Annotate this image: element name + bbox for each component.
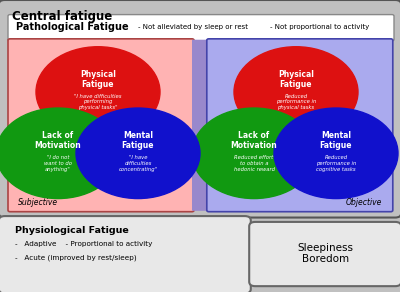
Text: Reduced
performance in
cognitive tasks: Reduced performance in cognitive tasks	[316, 155, 356, 172]
Text: Physical
Fatigue: Physical Fatigue	[80, 69, 116, 89]
Text: Subjective: Subjective	[18, 198, 58, 207]
Text: Lack of
Motivation: Lack of Motivation	[231, 131, 277, 150]
Text: Mental
Fatigue: Mental Fatigue	[122, 131, 154, 150]
Text: -   Adaptive    - Proportional to activity: - Adaptive - Proportional to activity	[15, 241, 152, 247]
Circle shape	[36, 47, 160, 137]
Circle shape	[274, 108, 398, 199]
Circle shape	[234, 47, 358, 137]
Text: Objective: Objective	[346, 198, 382, 207]
FancyBboxPatch shape	[8, 15, 394, 41]
Text: - Not alleviated by sleep or rest: - Not alleviated by sleep or rest	[138, 24, 248, 30]
FancyBboxPatch shape	[249, 222, 400, 286]
Text: -   Acute (improved by rest/sleep): - Acute (improved by rest/sleep)	[15, 255, 137, 261]
FancyBboxPatch shape	[8, 39, 194, 212]
Text: Reduced
performance in
physical tasks: Reduced performance in physical tasks	[276, 94, 316, 110]
Circle shape	[0, 108, 120, 199]
Text: Mental
Fatigue: Mental Fatigue	[320, 131, 352, 150]
Text: - Not proportional to activity: - Not proportional to activity	[270, 24, 369, 30]
Text: "I have
difficulties
concentrating": "I have difficulties concentrating"	[118, 155, 158, 172]
Text: Physiological Fatigue: Physiological Fatigue	[15, 226, 129, 235]
Text: Pathological Fatigue: Pathological Fatigue	[16, 22, 129, 32]
Text: Sleepiness
Boredom: Sleepiness Boredom	[297, 243, 353, 264]
Text: "I do not
want to do
anything": "I do not want to do anything"	[44, 155, 72, 172]
FancyBboxPatch shape	[0, 216, 251, 292]
Circle shape	[76, 108, 200, 199]
FancyBboxPatch shape	[192, 40, 209, 211]
Text: Physical
Fatigue: Physical Fatigue	[278, 69, 314, 89]
Text: Lack of
Motivation: Lack of Motivation	[35, 131, 81, 150]
Text: Central fatigue: Central fatigue	[12, 10, 112, 23]
FancyBboxPatch shape	[0, 0, 400, 218]
Circle shape	[192, 108, 316, 199]
FancyBboxPatch shape	[207, 39, 393, 212]
Text: "I have difficulties
performing
physical tasks": "I have difficulties performing physical…	[74, 94, 122, 110]
Text: Reduced effort
to obtain a
hedonic reward: Reduced effort to obtain a hedonic rewar…	[234, 155, 274, 172]
